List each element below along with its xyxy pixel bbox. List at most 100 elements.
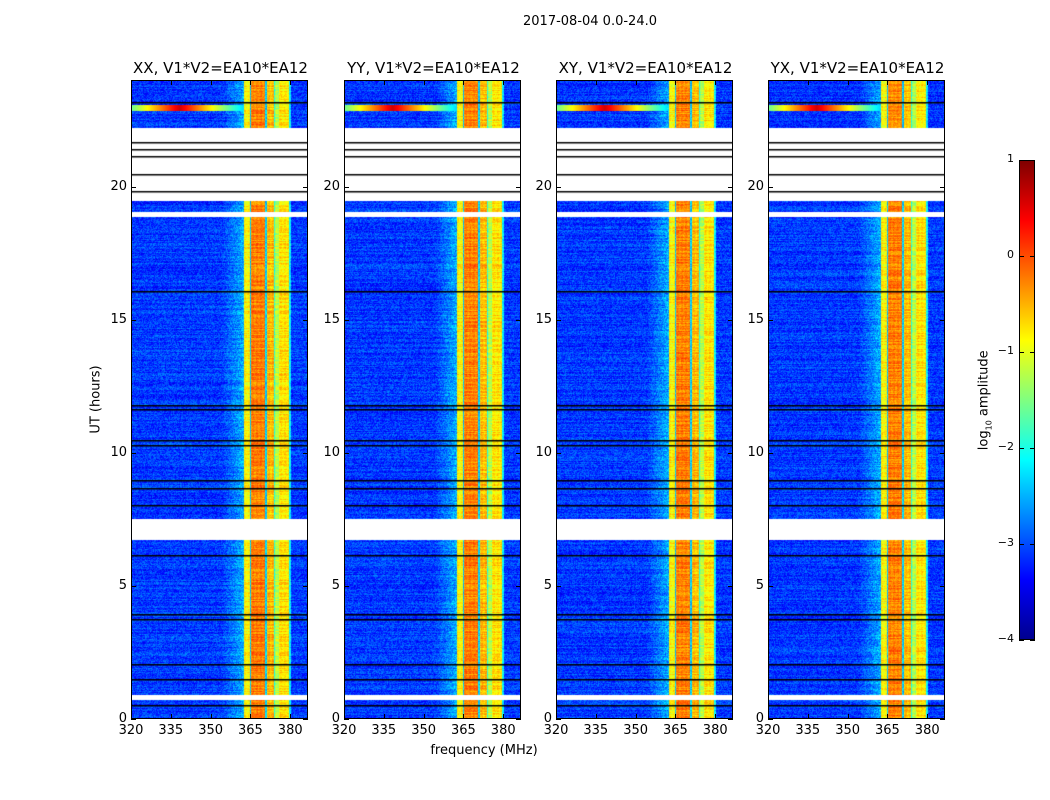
colorbar-tick-mark [1030,352,1035,353]
x-tick-label: 365 [237,723,263,738]
spectrogram-panel-4: YX, V1*V2=EA10*EA12 [768,59,945,719]
y-tick-mark [768,452,773,454]
x-tick-mark [290,714,292,719]
colorbar-tick-mark [1030,544,1035,545]
x-tick-label: 365 [874,723,900,738]
y-tick-label: 0 [543,711,552,726]
y-tick-mark [940,319,945,321]
x-tick-mark [250,80,252,85]
y-tick-mark [728,186,733,188]
x-tick-label: 335 [158,723,184,738]
y-tick-mark [768,719,773,720]
x-tick-mark [131,80,132,85]
y-tick-mark [556,585,561,587]
x-tick-label: 365 [662,723,688,738]
y-tick-mark [344,186,349,188]
y-tick-mark [940,452,945,454]
y-tick-label: 20 [323,178,340,194]
x-tick-mark [131,714,132,719]
x-tick-mark [503,714,505,719]
colorbar-tick-label: 0 [1007,248,1014,261]
y-tick-label: 10 [747,444,764,460]
y-tick-mark [516,452,521,454]
y-tick-label: 5 [543,577,552,593]
x-tick-label: 350 [411,723,437,738]
x-tick-label: 335 [371,723,397,738]
colorbar-tick-label: 1 [1007,152,1014,165]
colorbar-tick-mark [1019,640,1024,641]
x-tick-mark [383,80,385,85]
x-tick-mark [463,714,465,719]
x-tick-mark [595,714,597,719]
y-tick-label: 15 [110,311,127,327]
panel-title: YX, V1*V2=EA10*EA12 [770,59,945,77]
y-tick-label: 5 [118,577,127,593]
colorbar [1019,160,1035,640]
y-tick-mark [303,585,308,587]
y-tick-label: 10 [110,444,127,460]
y-tick-mark [131,186,136,188]
x-tick-mark [768,80,769,85]
x-tick-mark [383,714,385,719]
y-tick-label: 20 [535,178,552,194]
y-tick-mark [516,585,521,587]
heatmap-image [769,81,944,718]
y-tick-label: 0 [118,711,127,726]
heatmap-image [345,81,520,718]
y-tick-mark [728,585,733,587]
y-tick-label: 15 [323,311,340,327]
x-tick-mark [887,80,889,85]
x-tick-mark [556,80,557,85]
x-tick-mark [290,80,292,85]
x-tick-mark [847,714,849,719]
colorbar-tick-mark [1030,160,1035,161]
heatmap-image [557,81,732,718]
colorbar-tick-mark [1019,256,1024,257]
x-tick-mark [768,714,769,719]
x-tick-mark [556,714,557,719]
x-tick-label: 320 [118,723,144,738]
x-tick-mark [927,714,929,719]
colorbar-tick-mark [1019,352,1024,353]
y-tick-mark [303,452,308,454]
x-tick-label: 350 [623,723,649,738]
y-tick-label: 15 [535,311,552,327]
y-tick-mark [556,319,561,321]
colorbar-tick-label: −1 [997,344,1014,357]
y-tick-mark [303,719,308,720]
y-tick-mark [768,186,773,188]
y-tick-label: 5 [755,577,764,593]
y-tick-mark [131,585,136,587]
x-tick-label: 380 [490,723,516,738]
x-tick-mark [675,80,677,85]
x-tick-mark [927,80,929,85]
x-tick-mark [170,80,172,85]
spectrogram-panel-2: YY, V1*V2=EA10*EA12 [344,59,521,719]
y-tick-label: 20 [110,178,127,194]
y-tick-mark [556,452,561,454]
y-tick-mark [940,186,945,188]
x-tick-label: 335 [583,723,609,738]
y-tick-label: 0 [755,711,764,726]
y-tick-label: 5 [331,577,340,593]
x-tick-mark [887,714,889,719]
y-tick-mark [303,319,308,321]
colorbar-label-suffix: amplitude [976,350,992,421]
y-tick-mark [516,719,521,720]
x-tick-mark [210,80,212,85]
y-tick-mark [940,719,945,720]
x-tick-mark [807,80,809,85]
x-tick-label: 350 [198,723,224,738]
x-tick-mark [423,80,425,85]
x-tick-mark [344,80,345,85]
y-tick-mark [131,719,136,720]
x-tick-mark [503,80,505,85]
x-tick-label: 380 [702,723,728,738]
y-tick-mark [556,186,561,188]
x-tick-mark [344,714,345,719]
heatmap-image [132,81,307,718]
y-tick-label: 20 [747,178,764,194]
x-tick-mark [635,714,637,719]
y-tick-label: 0 [331,711,340,726]
y-tick-mark [344,452,349,454]
